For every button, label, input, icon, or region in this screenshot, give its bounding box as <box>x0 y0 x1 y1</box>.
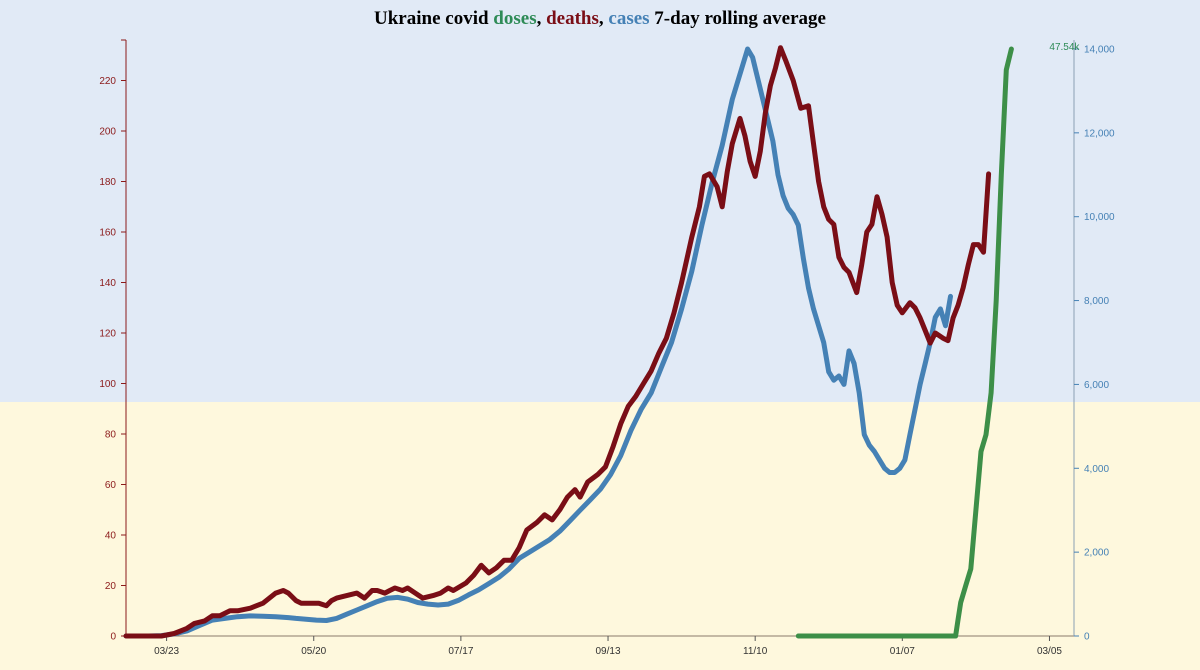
right-tick-label: 2,000 <box>1084 548 1109 559</box>
doses-max-annotation: 47.54k <box>1049 42 1080 53</box>
x-tick-label: 03/05 <box>1037 646 1062 657</box>
right-tick-label: 10,000 <box>1084 212 1115 223</box>
left-tick-label: 200 <box>99 127 116 138</box>
title-sep-2: , <box>598 8 609 29</box>
left-tick-label: 40 <box>105 531 117 542</box>
right-tick-label: 14,000 <box>1084 44 1115 55</box>
right-tick-label: 6,000 <box>1084 380 1109 391</box>
title-cases: cases <box>608 8 650 29</box>
title-suffix: 7-day rolling average <box>649 8 826 29</box>
left-tick-label: 160 <box>99 228 116 239</box>
title-deaths: deaths <box>546 8 599 29</box>
left-tick-label: 100 <box>99 379 116 390</box>
title-prefix: Ukraine covid <box>374 8 494 29</box>
left-tick-label: 60 <box>105 480 117 491</box>
x-tick-label: 11/10 <box>743 646 768 657</box>
left-tick-label: 0 <box>110 632 116 643</box>
left-tick-label: 180 <box>99 177 116 188</box>
right-tick-label: 8,000 <box>1084 296 1109 307</box>
chart-title: Ukraine covid doses, deaths, cases 7-day… <box>0 8 1200 30</box>
x-tick-label: 05/20 <box>301 646 326 657</box>
x-tick-label: 03/23 <box>154 646 179 657</box>
title-doses: doses <box>493 8 537 29</box>
left-tick-label: 140 <box>99 278 116 289</box>
title-sep-1: , <box>536 8 547 29</box>
left-tick-label: 20 <box>105 581 117 592</box>
left-tick-label: 220 <box>99 76 116 87</box>
series-line-deaths <box>123 45 992 639</box>
x-tick-label: 07/17 <box>448 646 473 657</box>
left-tick-label: 80 <box>105 430 117 441</box>
right-tick-label: 0 <box>1084 632 1090 643</box>
series-line-doses <box>795 46 1014 639</box>
right-tick-label: 4,000 <box>1084 464 1109 475</box>
left-tick-label: 120 <box>99 329 116 340</box>
right-tick-label: 12,000 <box>1084 128 1115 139</box>
x-tick-label: 09/13 <box>596 646 621 657</box>
series-line-cases <box>123 46 953 639</box>
x-tick-label: 01/07 <box>890 646 915 657</box>
